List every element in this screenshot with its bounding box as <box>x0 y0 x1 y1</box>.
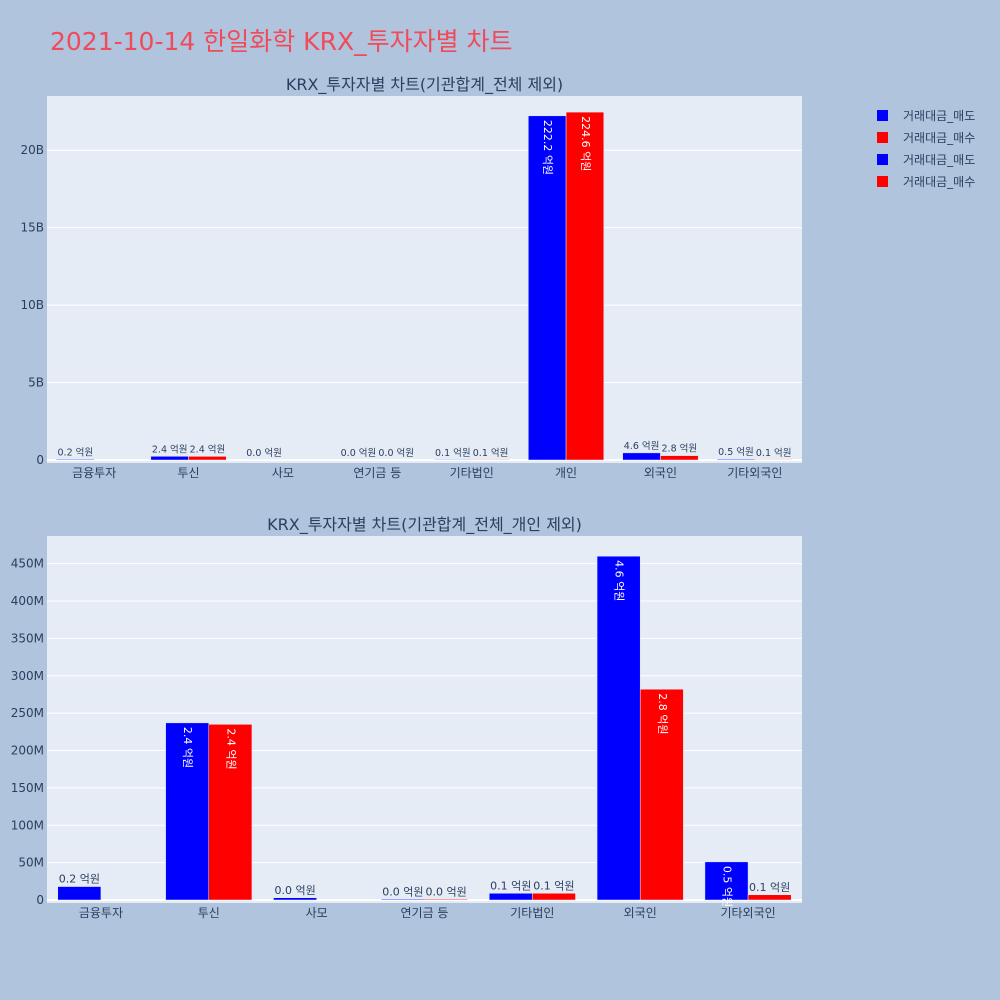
y-tick-label: 450M <box>11 557 44 571</box>
bar-sell[interactable] <box>596 555 641 901</box>
y-tick-label: 0 <box>36 453 44 467</box>
legend-label[interactable]: 거래대금_매도 <box>903 153 975 167</box>
bar-value-label: 0.1 억원 <box>749 881 790 894</box>
bar-value-label: 2.4 억원 <box>190 443 226 455</box>
legend-label[interactable]: 거래대금_매도 <box>903 109 975 123</box>
bar-value-label: 0.2 억원 <box>58 447 94 459</box>
bar-buy[interactable] <box>660 455 699 461</box>
x-tick-label: 외국인 <box>644 466 677 480</box>
bar-sell[interactable] <box>704 861 749 901</box>
bar-value-label: 0.0 억원 <box>382 886 423 899</box>
bar-sell[interactable] <box>716 458 756 461</box>
bar-value-label: 2.8 억원 <box>662 443 698 455</box>
bar-value-label: 0.5 억원 <box>718 446 754 458</box>
plot-area <box>47 536 802 903</box>
x-tick-label: 연기금 등 <box>401 906 449 920</box>
x-tick-label: 금융투자 <box>79 906 123 920</box>
bar-sell[interactable] <box>150 456 189 461</box>
plot-area <box>47 96 802 463</box>
legend-swatch[interactable] <box>877 110 888 121</box>
x-tick-label: 개인 <box>555 466 577 480</box>
x-tick-label: 외국인 <box>624 906 657 920</box>
bar-sell[interactable] <box>488 893 533 901</box>
y-tick-label: 0 <box>36 893 44 907</box>
bar-value-label: 2.4 억원 <box>181 727 194 768</box>
chart-title: KRX_투자자별 차트(기관합계_전체 제외) <box>286 75 563 95</box>
bar-value-label: 2.4 억원 <box>224 728 237 769</box>
x-tick-label: 기타법인 <box>510 906 554 920</box>
bar-value-label: 0.0 억원 <box>378 447 414 459</box>
y-tick-label: 250M <box>11 706 44 720</box>
bar-sell[interactable] <box>273 897 317 901</box>
bar-sell[interactable] <box>528 115 567 461</box>
x-tick-label: 투신 <box>178 466 200 480</box>
bar-value-label: 222.2 억원 <box>541 120 554 175</box>
x-tick-label: 연기금 등 <box>353 466 401 480</box>
bar-value-label: 0.0 억원 <box>274 884 315 897</box>
y-tick-label: 10B <box>20 298 44 312</box>
bar-buy[interactable] <box>747 894 792 901</box>
bar-value-label: 0.0 억원 <box>425 886 466 899</box>
x-tick-label: 투신 <box>198 906 220 920</box>
bar-buy[interactable] <box>208 724 253 901</box>
bar-value-label: 0.0 억원 <box>246 447 282 459</box>
x-tick-label: 기타외국인 <box>727 466 782 480</box>
bar-value-label: 224.6 억원 <box>579 116 592 171</box>
bar-value-label: 0.5 억원 <box>721 866 734 907</box>
bar-sell[interactable] <box>622 452 661 461</box>
x-tick-label: 기타법인 <box>450 466 494 480</box>
legend-swatch[interactable] <box>877 154 888 165</box>
page-title: 2021-10-14 한일화학 KRX_투자자별 차트 <box>50 27 513 56</box>
chart-title: KRX_투자자별 차트(기관합계_전체_개인 제외) <box>267 515 582 535</box>
bar-value-label: 0.0 억원 <box>341 447 377 459</box>
bar-buy[interactable] <box>565 111 605 461</box>
bar-value-label: 4.6 억원 <box>613 560 626 601</box>
bar-sell[interactable] <box>165 722 210 901</box>
y-tick-label: 100M <box>11 818 44 832</box>
bar-value-label: 0.1 억원 <box>435 447 471 459</box>
bar-buy[interactable] <box>188 456 227 461</box>
bar-value-label: 0.1 억원 <box>490 879 531 892</box>
y-tick-label: 200M <box>11 744 44 758</box>
y-tick-label: 350M <box>11 631 44 645</box>
bar-buy[interactable] <box>639 688 684 901</box>
x-tick-label: 금융투자 <box>72 466 116 480</box>
chart-individual-excluded: 0 50M 100M 150M 200M 250M 300M 350M 400M 450M KRX_… <box>11 515 802 920</box>
legend-swatch[interactable] <box>877 132 888 143</box>
legend-label[interactable]: 거래대금_매수 <box>903 175 975 189</box>
y-tick-label: 5B <box>28 376 44 390</box>
legend-label[interactable]: 거래대금_매수 <box>903 131 975 145</box>
x-tick-label: 사모 <box>306 906 328 920</box>
y-tick-label: 50M <box>18 856 44 870</box>
bar-sell[interactable] <box>57 886 102 901</box>
chart-individual-included: 0 5B 10B 15B 20B KRX_투자자별 차트(기관합계_전체 제외) 금융투자 0… <box>20 75 802 480</box>
x-tick-label: 사모 <box>272 466 294 480</box>
y-tick-label: 400M <box>11 594 44 608</box>
bar-value-label: 2.4 억원 <box>152 443 188 455</box>
bar-value-label: 4.6 억원 <box>624 440 660 452</box>
bar-value-label: 0.1 억원 <box>756 447 792 459</box>
y-tick-label: 15B <box>20 221 44 235</box>
y-tick-label: 20B <box>20 143 44 157</box>
bar-value-label: 0.1 억원 <box>473 447 509 459</box>
bar-value-label: 2.8 억원 <box>656 693 669 734</box>
y-tick-label: 300M <box>11 669 44 683</box>
bar-buy[interactable] <box>532 893 576 901</box>
legend-swatch[interactable] <box>877 176 888 187</box>
bar-value-label: 0.1 억원 <box>533 879 574 892</box>
x-tick-label: 기타외국인 <box>720 906 775 920</box>
bar-value-label: 0.2 억원 <box>59 873 100 886</box>
y-tick-label: 150M <box>11 781 44 795</box>
